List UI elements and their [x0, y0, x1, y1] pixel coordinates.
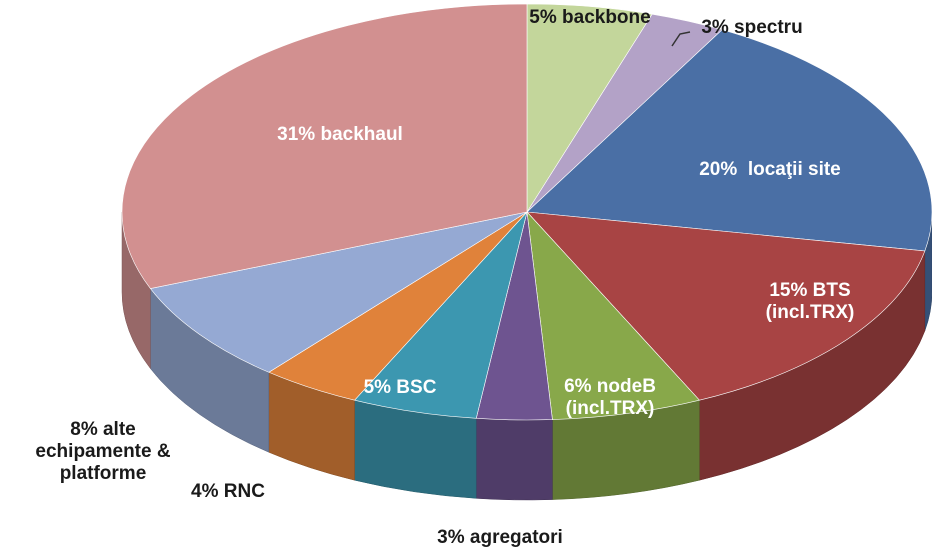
slice-label: 6% nodeB (incl.TRX): [564, 376, 656, 419]
slice-label: 31% backhaul: [277, 124, 403, 145]
slice: [149, 211, 528, 373]
slice-label: 4% RNC: [191, 481, 265, 502]
slice-label: 3% agregatori: [437, 527, 563, 548]
slice-label: 8% alte echipamente & platforme: [35, 419, 171, 484]
slice: [526, 211, 701, 420]
slice-label: 3% spectru: [701, 17, 803, 38]
slice-label: 20% locaţii site: [699, 159, 841, 180]
slice-side: [475, 418, 553, 501]
pie-tops: [121, 3, 932, 421]
slice: [121, 3, 528, 289]
pie-sides: [121, 211, 932, 501]
leader-line: [671, 31, 691, 47]
slice-label: 5% backbone: [529, 7, 651, 28]
slice: [526, 211, 926, 401]
slice-label: 15% BTS (incl.TRX): [765, 280, 855, 323]
slice-label: 5% BSC: [363, 377, 437, 398]
